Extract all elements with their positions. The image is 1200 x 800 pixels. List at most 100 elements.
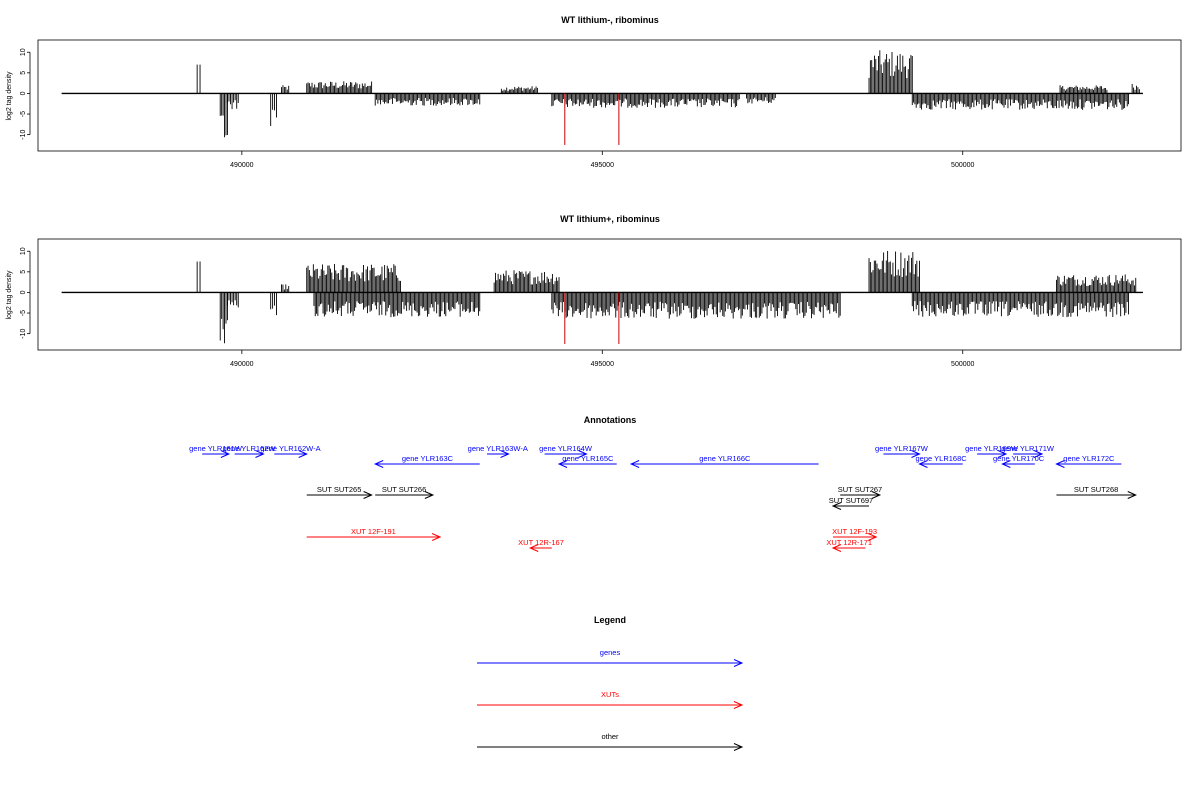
signal-bars [61, 50, 1143, 138]
annotation-arrow-arrowhead [868, 533, 878, 541]
annotation-arrow-arrowhead [528, 544, 539, 552]
annotation-label: gene YLR164W [539, 444, 593, 453]
annotation-gene: gene YLR161W [189, 444, 243, 458]
annotation-arrow-arrowhead [629, 460, 640, 468]
annotation-arrow-arrowhead [557, 460, 568, 468]
annotation-arrow-arrowhead [1127, 491, 1137, 499]
annotation-arrow-arrowhead [424, 491, 435, 499]
annotation-gene: gene YLR163C [373, 454, 480, 468]
legend-label: other [601, 732, 619, 741]
annotation-label: gene YLR161W [189, 444, 243, 453]
annotation-arrow-arrowhead [578, 450, 588, 458]
annotation-xut: XUT 12F-191 [306, 527, 442, 541]
y-tick-label: -5 [20, 111, 27, 117]
annotation-gene: gene YLR172C [1055, 454, 1122, 468]
legend-label: XUTs [601, 690, 619, 699]
annotation-label: gene YLR171W [1001, 444, 1055, 453]
legend: Legend genes XUTs other [477, 615, 744, 751]
annotation-gene: gene YLR162W-A [260, 444, 321, 458]
annotation-label: gene YLR167W [875, 444, 929, 453]
plot-frame [37, 238, 1182, 351]
annotation-other: SUT SUT268 [1056, 485, 1137, 499]
legend-item-gene: genes [477, 648, 744, 667]
legend-items: genes XUTs other [477, 648, 744, 751]
annotation-label: gene YLR162W-A [260, 444, 320, 453]
annotation-arrow-arrowhead [1001, 460, 1011, 468]
y-tick-label: -10 [20, 328, 27, 338]
annotation-arrow-arrowhead [298, 450, 308, 458]
axes: -10 -5 0 5 10 490000 495000 500000 [20, 48, 975, 169]
annotation-arrow-arrowhead [1033, 450, 1044, 458]
y-tick-label: -5 [20, 310, 27, 316]
annotation-arrow-arrowhead [220, 450, 231, 458]
annotation-label: gene YLR163W-A [468, 444, 528, 453]
annotation-arrow-arrowhead [831, 544, 842, 552]
legend-arrow-arrowhead [733, 659, 744, 667]
annotation-gene: gene YLR170C [993, 454, 1045, 468]
panel-title: WT lithium-, ribominus [561, 15, 659, 25]
y-axis-label: log2 tag density [6, 71, 13, 121]
annotation-label: gene YLR166C [699, 454, 751, 463]
annotation-label: gene YLR165C [562, 454, 614, 463]
annotation-arrow-arrowhead [1055, 460, 1065, 468]
annotation-arrow-arrowhead [500, 450, 510, 458]
annotation-label: gene YLR163C [402, 454, 454, 463]
annotation-gene: gene YLR169W [965, 444, 1019, 458]
annotation-other: SUT SUT265 [306, 485, 373, 499]
marker-lines [564, 93, 620, 145]
plot-frame [37, 39, 1182, 152]
annotation-arrow-arrowhead [363, 491, 373, 499]
annotation-label: gene YLR162W [223, 444, 277, 453]
annotation-label: XUT 12F-193 [832, 527, 877, 536]
x-tick-label: 495000 [591, 162, 614, 169]
annotation-arrow-arrowhead [918, 460, 928, 468]
annotation-gene: gene YLR165C [557, 454, 617, 468]
annotation-label: SUT SUT267 [838, 485, 882, 494]
annotation-label: SUT SUT265 [317, 485, 361, 494]
annotation-xut: XUT 12R-167 [518, 538, 564, 552]
y-tick-label: 0 [20, 91, 27, 95]
x-tick-label: 500000 [951, 361, 974, 368]
legend-title: Legend [594, 615, 626, 625]
x-tick-label: 490000 [230, 162, 253, 169]
legend-arrow-arrowhead [733, 701, 744, 709]
annotation-label: XUT 12R-167 [518, 538, 564, 547]
annotation-arrow-arrowhead [871, 491, 882, 499]
legend-arrow-arrowhead [733, 743, 744, 751]
annotation-gene: gene YLR167W [875, 444, 929, 458]
annotation-arrow-arrowhead [911, 450, 921, 458]
annotation-gene: gene YLR163W-A [468, 444, 528, 458]
marker-lines [564, 292, 620, 344]
signal-panel-lithium-minus: WT lithium-, ribominus -10 -5 0 5 10 490000 49… [6, 15, 1182, 169]
y-tick-label: 5 [20, 270, 27, 274]
y-tick-label: 0 [20, 290, 27, 294]
annotation-other: SUT SUT697 [829, 496, 873, 510]
x-tick-label: 495000 [591, 361, 614, 368]
annotation-arrow-arrowhead [431, 533, 442, 541]
legend-item-other: other [477, 732, 744, 751]
annotation-label: SUT SUT268 [1074, 485, 1118, 494]
annotation-label: gene YLR168C [916, 454, 968, 463]
annotation-arrow-arrowhead [831, 502, 842, 510]
x-tick-label: 490000 [230, 361, 253, 368]
annotation-label: SUT SUT697 [829, 496, 873, 505]
annotation-other: SUT SUT266 [375, 485, 435, 499]
annotation-label: gene YLR170C [993, 454, 1045, 463]
annotation-gene: gene YLR166C [629, 454, 819, 468]
y-tick-label: 10 [20, 48, 27, 56]
signal-panel-lithium-plus: WT lithium+, ribominus -10 -5 0 5 10 490000 49… [6, 214, 1182, 368]
axes: -10 -5 0 5 10 490000 495000 500000 [20, 247, 975, 368]
signal-bars [61, 250, 1143, 344]
annotation-label: XUT 12F-191 [351, 527, 396, 536]
y-tick-label: 5 [20, 71, 27, 75]
annotation-gene: gene YLR171W [1001, 444, 1055, 458]
annotations-title: Annotations [584, 415, 637, 425]
annotation-label: SUT SUT266 [382, 485, 426, 494]
annotation-arrow-arrowhead [997, 450, 1008, 458]
annotation-arrow-arrowhead [373, 460, 384, 468]
annotation-gene: gene YLR168C [916, 454, 968, 468]
annotation-arrow-arrowhead [255, 450, 265, 458]
